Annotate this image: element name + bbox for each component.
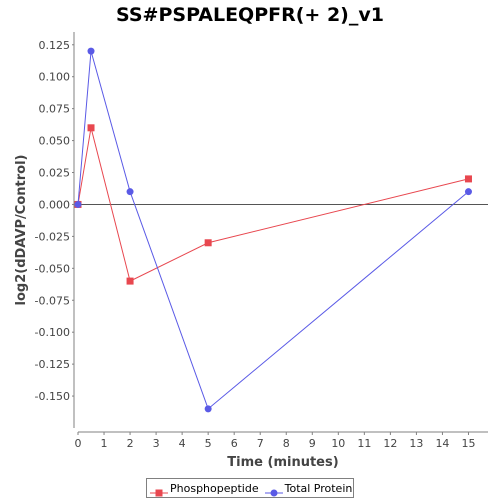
y-axis-label: log2(dDAVP/Control)	[14, 155, 29, 306]
legend-item-phosphopeptide: Phosphopeptide	[150, 481, 259, 497]
x-tick-label: 4	[179, 437, 186, 450]
x-tick-label: 7	[257, 437, 264, 450]
y-tick-label: -0.100	[35, 326, 70, 339]
data-point-phosphopeptide	[204, 239, 212, 247]
x-axis-label: Time (minutes)	[227, 455, 338, 470]
data-point-total-protein	[74, 200, 82, 208]
y-tick-label: -0.150	[35, 390, 70, 403]
x-tick-label: 12	[383, 437, 397, 450]
x-tick-label: 13	[409, 437, 423, 450]
legend-label-total-protein: Total Protein	[284, 481, 353, 495]
y-tick-label: -0.075	[35, 294, 70, 307]
y-tick-label: 0.125	[39, 39, 71, 52]
data-point-total-protein	[464, 188, 472, 196]
x-tick-label: 9	[309, 437, 316, 450]
chart-title: SS#PSPALEQPFR(+ 2)_v1	[116, 4, 384, 26]
x-tick-label: 10	[331, 437, 345, 450]
x-tick-label: 8	[283, 437, 290, 450]
x-tick-label: 5	[205, 437, 212, 450]
plot-area	[78, 32, 488, 428]
x-tick-label: 14	[435, 437, 449, 450]
data-point-phosphopeptide	[464, 175, 472, 183]
data-point-total-protein	[204, 405, 212, 413]
data-point-phosphopeptide	[126, 277, 134, 285]
x-tick-label: 0	[75, 437, 82, 450]
x-tick-label: 11	[357, 437, 371, 450]
y-tick-label: 0.050	[39, 135, 71, 148]
legend-item-total-protein: Total Protein	[264, 481, 353, 497]
y-tick-label: 0.025	[39, 167, 71, 180]
x-tick-label: 2	[127, 437, 134, 450]
data-point-phosphopeptide	[87, 124, 95, 132]
total-protein-swatch-icon	[264, 483, 283, 497]
x-tick-label: 3	[153, 437, 160, 450]
x-tick-label: 6	[231, 437, 238, 450]
chart-legend: Phosphopeptide Total Protein	[146, 478, 354, 498]
legend-label-phosphopeptide: Phosphopeptide	[170, 481, 259, 495]
y-tick-label: 0.000	[39, 198, 71, 211]
phosphopeptide-swatch-icon	[150, 483, 168, 497]
y-tick-label: 0.075	[39, 103, 71, 116]
y-tick-label: -0.050	[35, 262, 70, 275]
x-tick-label: 15	[461, 437, 475, 450]
data-point-total-protein	[87, 47, 95, 55]
y-tick-label: 0.100	[39, 71, 71, 84]
x-tick-label: 1	[101, 437, 108, 450]
y-tick-label: -0.025	[35, 230, 70, 243]
y-tick-label: -0.125	[35, 358, 70, 371]
data-point-total-protein	[126, 188, 134, 196]
